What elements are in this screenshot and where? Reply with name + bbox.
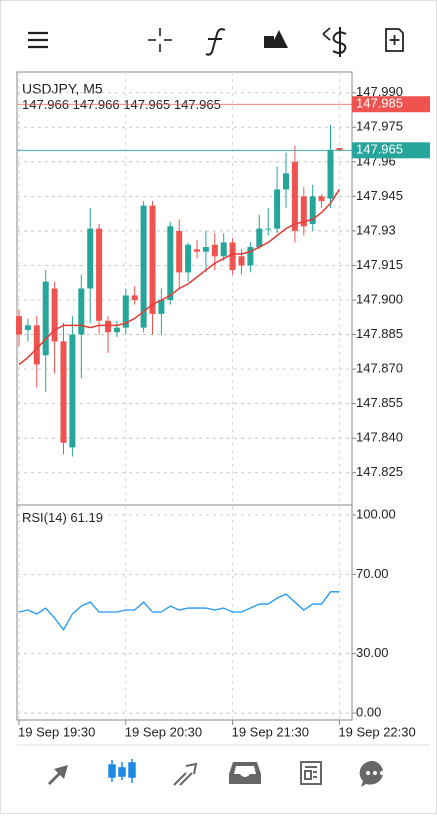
- candle-body: [60, 341, 67, 443]
- rsi-title: RSI(14): [22, 510, 67, 525]
- y-tick-label: 147.915: [356, 257, 403, 272]
- y-tick-label: 147.870: [356, 361, 403, 376]
- candle-body: [238, 256, 245, 266]
- x-tick-label: 19 Sep 19:30: [18, 724, 95, 739]
- candle-body: [265, 228, 272, 230]
- last-low: 147.965: [123, 97, 170, 112]
- y-tick-label: 147.975: [356, 119, 403, 134]
- candle-body: [105, 320, 111, 333]
- indicators-button[interactable]: [205, 28, 226, 56]
- candle-body: [167, 226, 174, 301]
- chat-tab[interactable]: [359, 760, 384, 787]
- candle-body: [158, 300, 165, 314]
- quotes-tab[interactable]: [48, 765, 68, 785]
- candle-body: [149, 205, 156, 314]
- candle-body: [122, 295, 129, 328]
- y-tick-label: 0.00: [356, 705, 381, 720]
- candle-body: [327, 150, 334, 199]
- candle-body: [309, 196, 316, 225]
- y-tick-label: 147.945: [356, 188, 403, 203]
- y-tick-label: 147.855: [356, 395, 403, 410]
- last-high: 147.966: [73, 97, 120, 112]
- candle-body: [202, 247, 209, 252]
- y-tick-label: 30.00: [356, 645, 389, 660]
- candle-body: [24, 325, 31, 330]
- price-label: 147.985: [356, 96, 403, 111]
- candle-body: [69, 334, 76, 448]
- y-tick-label: 147.93: [356, 222, 396, 237]
- candle-body: [42, 281, 49, 356]
- rsi-panel: [16, 504, 353, 721]
- menu-button[interactable]: [28, 31, 48, 49]
- y-tick-label: 147.885: [356, 326, 403, 341]
- candle-body: [229, 242, 236, 271]
- candle-body: [194, 249, 200, 252]
- candle-body: [336, 148, 343, 151]
- price-label-bg: [352, 142, 430, 159]
- ohlc-readout: 147.966 147.966 147.965 147.965: [22, 97, 221, 112]
- chart-tab[interactable]: [108, 759, 136, 783]
- y-tick-label: 147.900: [356, 291, 403, 306]
- candle-body: [220, 242, 227, 257]
- candle-body: [211, 244, 218, 257]
- last-open: 147.966: [22, 97, 69, 112]
- new-order-button[interactable]: [385, 28, 404, 52]
- y-tick-label: 70.00: [356, 566, 389, 581]
- price-label-bg: [352, 96, 430, 113]
- rsi-line: [18, 591, 340, 632]
- y-tick-label: 147.825: [356, 464, 403, 479]
- candle-body: [318, 196, 325, 201]
- rsi-readout: RSI(14) 61.19: [22, 510, 103, 525]
- crosshair-button[interactable]: [148, 28, 172, 52]
- candle-body: [300, 196, 307, 227]
- candle-body: [113, 327, 120, 333]
- candle-body: [131, 295, 138, 301]
- price-label: 147.965: [356, 142, 403, 157]
- candle-body: [256, 228, 263, 248]
- last-close: 147.965: [174, 97, 221, 112]
- y-tick-label: 147.840: [356, 430, 403, 445]
- x-tick-label: 19 Sep 22:30: [338, 724, 415, 739]
- x-tick-label: 19 Sep 21:30: [232, 724, 309, 739]
- candle-body: [51, 288, 58, 342]
- candle-body: [176, 230, 183, 273]
- top-toolbar: [28, 27, 404, 57]
- trade-button[interactable]: [322, 27, 347, 57]
- y-tick-label: 100.00: [356, 506, 396, 521]
- news-tab[interactable]: [300, 761, 322, 785]
- candle-body: [140, 205, 147, 328]
- candle-body: [78, 288, 85, 335]
- candle-body: [87, 228, 94, 289]
- candle-body: [16, 316, 22, 335]
- objects-button[interactable]: [264, 30, 288, 48]
- rsi-last: 61.19: [70, 510, 103, 525]
- trade-tab[interactable]: [173, 762, 198, 786]
- candle-body: [274, 189, 281, 229]
- y-tick-label: 147.990: [356, 84, 403, 99]
- candle-body: [247, 247, 254, 266]
- history-tab[interactable]: [229, 762, 261, 784]
- moving-average: [18, 189, 341, 366]
- candle-body: [291, 161, 298, 231]
- candle-body: [283, 173, 289, 190]
- bottom-nav: [48, 759, 384, 787]
- candle-body: [185, 244, 192, 273]
- x-tick-label: 19 Sep 20:30: [125, 724, 202, 739]
- candle-body: [33, 325, 40, 365]
- candle-body: [96, 228, 103, 321]
- symbol-title: USDJPY, M5: [22, 81, 103, 97]
